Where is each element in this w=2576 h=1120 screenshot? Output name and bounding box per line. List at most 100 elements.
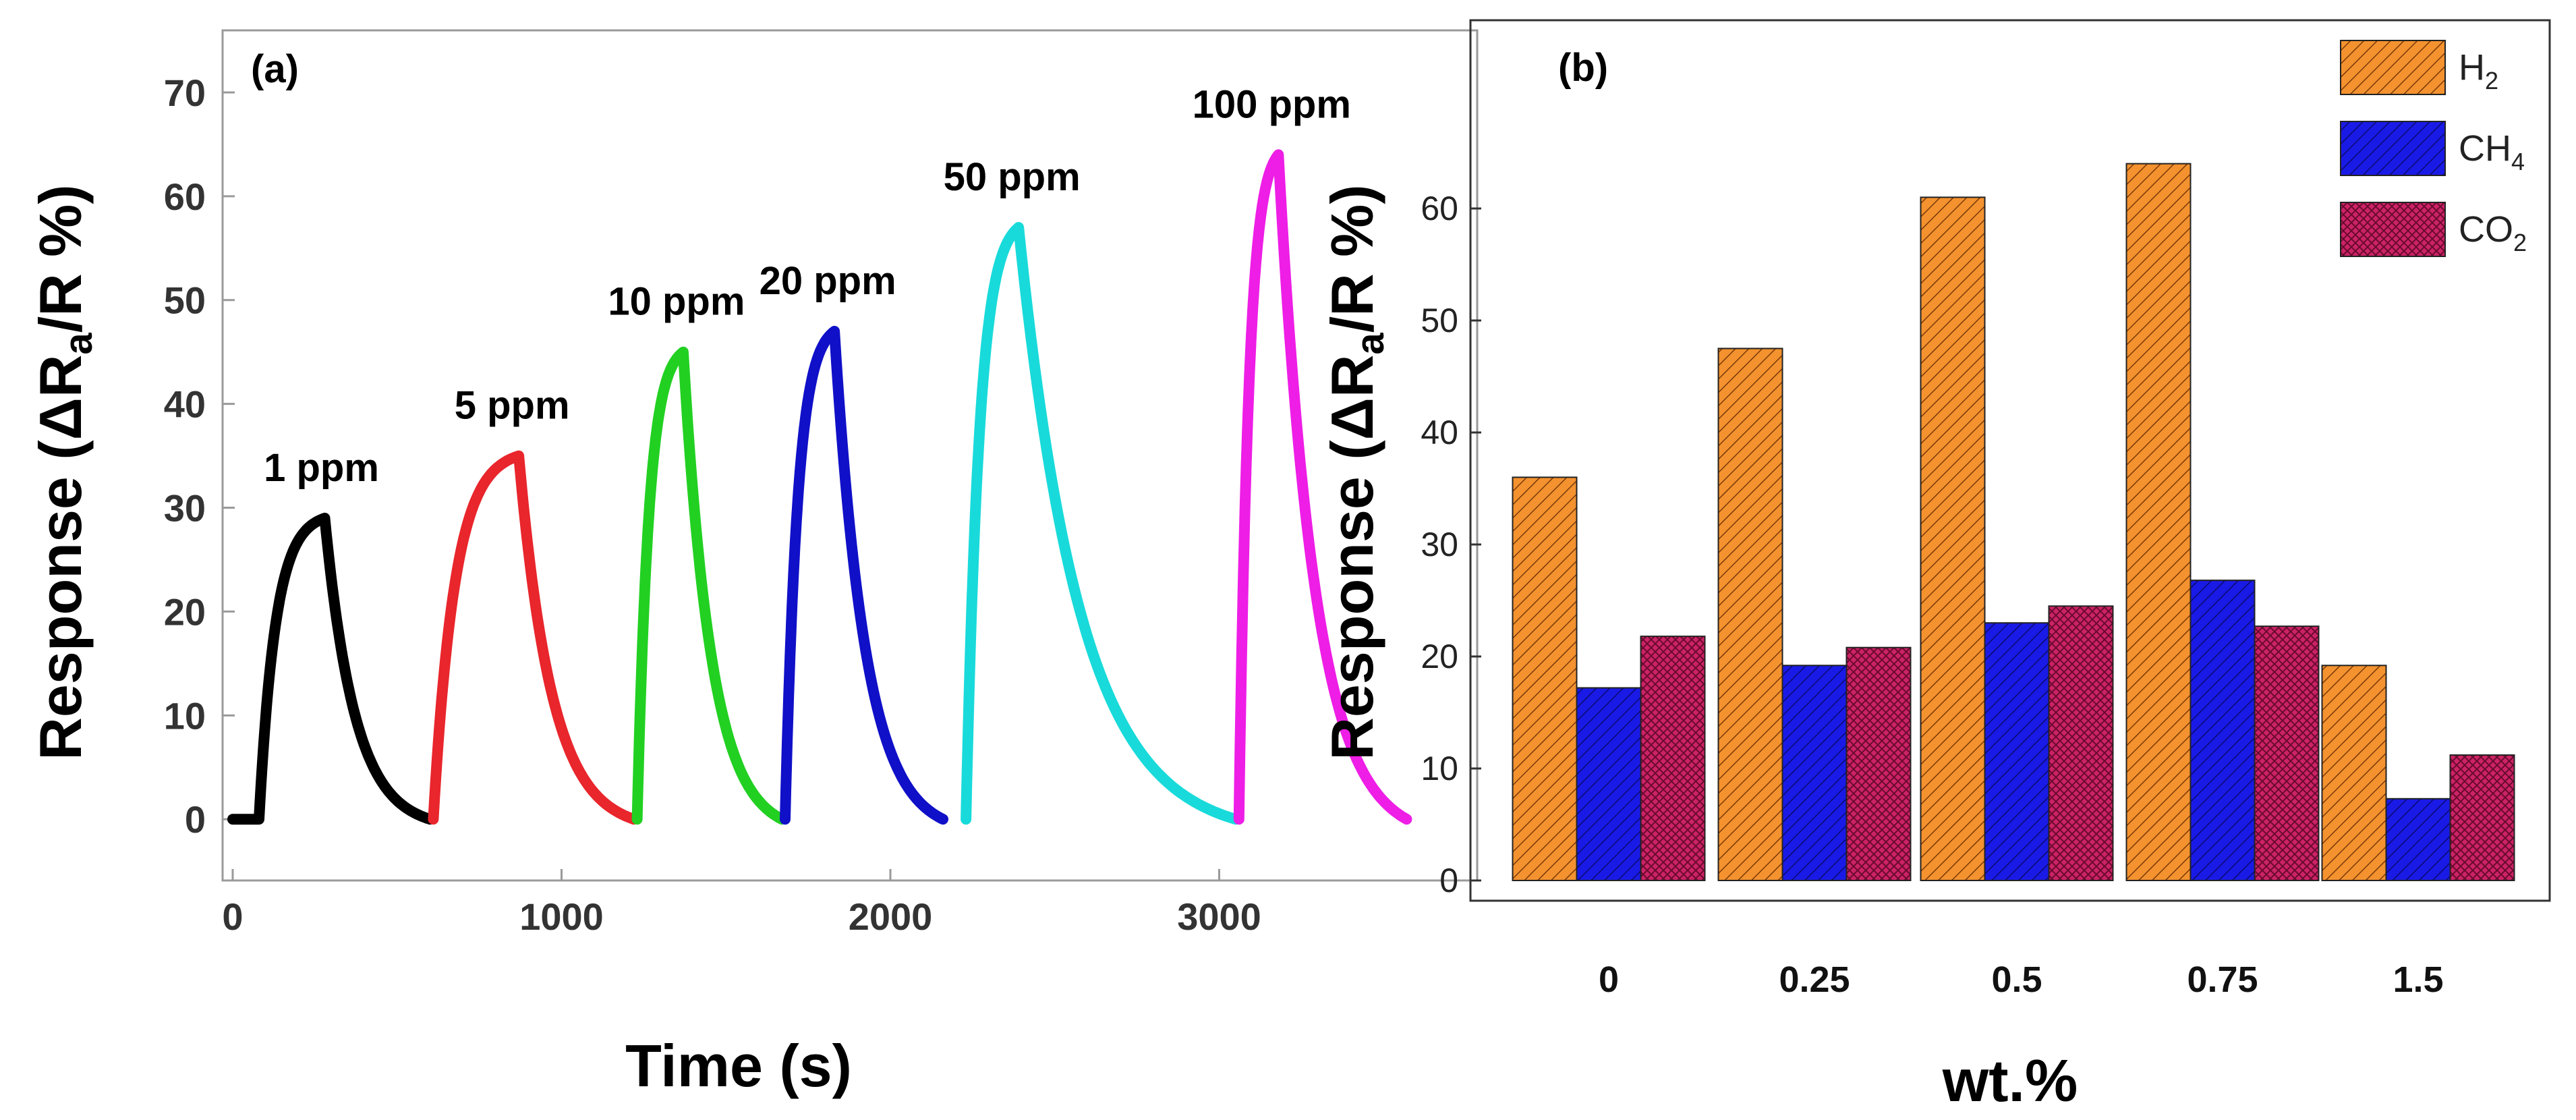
panel-a-data-point: [799, 430, 808, 439]
panel-a-data-point: [708, 661, 717, 669]
panel-a-data-point: [1064, 559, 1072, 568]
panel-a-data-point: [446, 611, 455, 620]
panel-a-data-point: [1248, 320, 1256, 329]
panel-a-data-point: [703, 623, 712, 632]
panel-a-data-point: [872, 700, 881, 708]
panel-b-bar-ch4: [1984, 622, 2050, 881]
panel-a-data-point: [1289, 376, 1297, 385]
panel-a-data-point: [799, 437, 807, 445]
panel-a-data-point: [977, 393, 986, 402]
panel-a-data-point: [972, 483, 981, 492]
panel-b-bar-h2: [2321, 665, 2387, 882]
panel-a-data-point: [1014, 223, 1023, 231]
panel-a-plot-frame: [221, 29, 1479, 882]
panel-a-data-point: [650, 453, 658, 461]
panel-a-data-point: [785, 671, 794, 679]
panel-a-data-point: [971, 499, 980, 507]
panel-a-data-point: [320, 513, 329, 522]
panel-a-data-point: [633, 789, 642, 797]
panel-a-data-point: [633, 815, 641, 824]
panel-a-data-point: [649, 459, 657, 468]
panel-a-data-point: [1247, 342, 1255, 351]
panel-a-data-point: [639, 608, 648, 617]
panel-a-data-point: [1283, 302, 1292, 310]
panel-a-data-point: [435, 723, 444, 731]
panel-a-data-point: [682, 393, 691, 402]
panel-a-data-point: [963, 750, 972, 758]
panel-a-data-point: [434, 739, 442, 748]
panel-a-data-point: [442, 642, 451, 651]
panel-a-data-point: [646, 500, 654, 508]
panel-a-data-point: [713, 684, 721, 693]
panel-a-data-point: [689, 490, 697, 499]
panel-a-data-point: [1311, 584, 1319, 592]
panel-a-data-point: [966, 640, 975, 648]
panel-a-data-point: [866, 671, 874, 679]
panel-a-data-point: [516, 470, 525, 478]
panel-a-data-point: [646, 491, 655, 499]
panel-a-data-point: [339, 654, 347, 663]
panel-a-data-point: [1244, 380, 1253, 389]
panel-a-data-point: [870, 693, 879, 702]
panel-a-data-point: [782, 761, 791, 770]
panel-a-data-point: [1114, 710, 1122, 719]
panel-a-data-point: [691, 522, 700, 531]
panel-b-x-axis-title: wt.%: [1942, 1047, 2078, 1114]
panel-a-data-point: [438, 679, 447, 688]
panel-a-data-point: [643, 530, 652, 538]
panel-a-data-point: [1251, 260, 1260, 269]
panel-a-data-point: [532, 610, 541, 619]
panel-a-data-point: [255, 815, 263, 824]
panel-a-curve-markers: [1234, 150, 1411, 824]
panel-a-data-point: [1235, 777, 1244, 786]
panel-a-data-point: [681, 371, 689, 380]
panel-b-bar-co2: [1640, 636, 1706, 881]
panel-a-data-point: [648, 474, 656, 483]
panel-b-y-title-tail: /R %): [1319, 184, 1385, 333]
panel-a-data-point: [1315, 607, 1323, 616]
panel-b-legend-swatch: [2340, 40, 2446, 95]
panel-a-data-point: [642, 553, 651, 561]
panel-a-data-point: [1323, 658, 1332, 667]
panel-b-y-tick-label: 50: [1421, 302, 1458, 339]
panel-a-data-point: [1313, 596, 1321, 605]
panel-a-data-point: [702, 613, 710, 621]
panel-a-data-point: [635, 740, 643, 749]
panel-a-curve-markers: [781, 327, 947, 824]
panel-a-data-point: [335, 636, 344, 644]
panel-a-data-point: [697, 578, 706, 586]
panel-a-data-point: [1246, 354, 1255, 362]
panel-a-data-point: [264, 681, 273, 690]
panel-a-data-point: [849, 554, 857, 563]
panel-a-data-point: [970, 534, 979, 542]
panel-a-data-point: [527, 575, 536, 584]
panel-a-data-point: [1238, 592, 1247, 600]
panel-a-curve-markers: [429, 451, 638, 824]
panel-b-y-tick-label: 10: [1421, 750, 1458, 787]
panel-a-data-point: [1089, 650, 1097, 659]
panel-a-data-point: [1402, 815, 1411, 824]
panel-a-data-point: [979, 374, 988, 383]
panel-a-data-point: [714, 692, 723, 700]
panel-a-data-point: [1030, 358, 1039, 367]
panel-a-data-point: [1245, 366, 1254, 375]
panel-a-data-point: [1302, 512, 1310, 521]
panel-a-data-point: [679, 347, 687, 356]
panel-a-data-point: [795, 468, 804, 476]
panel-b-y-title-sub: a: [1348, 333, 1392, 355]
panel-a-data-point: [436, 708, 445, 716]
panel-a-data-point: [965, 665, 974, 674]
panel-a-data-point: [445, 621, 453, 629]
panel-a-data-point: [974, 453, 982, 462]
panel-a-data-point: [1251, 267, 1259, 276]
panel-a-data-point: [1052, 499, 1060, 507]
panel-a-data-point: [1017, 253, 1026, 262]
panel-a-data-point: [977, 404, 985, 413]
panel-a-data-point: [1242, 460, 1251, 469]
panel-a-data-point: [1249, 300, 1257, 309]
panel-a-data-point: [1242, 442, 1251, 451]
panel-a-data-point: [1243, 425, 1252, 434]
panel-a-data-point: [791, 529, 800, 538]
panel-a-data-point: [1241, 479, 1250, 488]
panel-a-x-axis-title: Time (s): [625, 1032, 852, 1099]
